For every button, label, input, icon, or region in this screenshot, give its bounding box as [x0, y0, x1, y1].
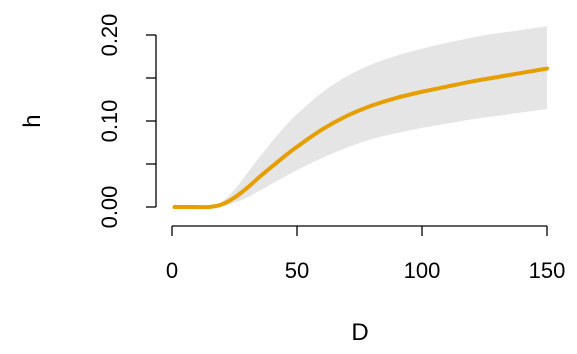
- y-tick-label: 0.10: [97, 100, 122, 143]
- x-tick-label: 0: [166, 258, 178, 283]
- x-tick-label: 100: [404, 258, 441, 283]
- y-axis-label: h: [19, 114, 46, 127]
- confidence-band: [174, 26, 547, 208]
- fitted-line-layer: [172, 66, 549, 210]
- fitted-line: [172, 66, 549, 210]
- x-axis: 0 50 100 150: [166, 225, 566, 283]
- x-tick-label: 50: [285, 258, 309, 283]
- y-tick-label: 0.20: [97, 14, 122, 57]
- x-axis-label: D: [351, 319, 368, 346]
- x-tick-label: 150: [529, 258, 566, 283]
- y-tick-label: 0.00: [97, 186, 122, 229]
- y-axis: 0.00 0.10 0.20: [97, 14, 157, 229]
- confidence-band-layer: [174, 26, 547, 208]
